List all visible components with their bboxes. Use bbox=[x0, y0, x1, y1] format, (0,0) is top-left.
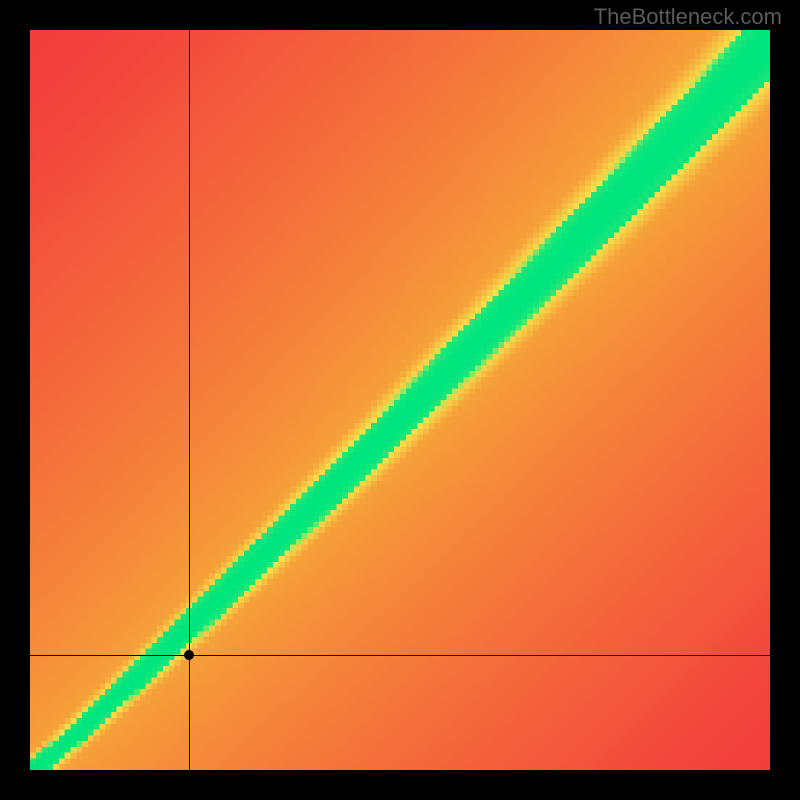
bottleneck-heatmap bbox=[30, 30, 770, 770]
crosshair-horizontal bbox=[30, 655, 770, 656]
heatmap-canvas bbox=[30, 30, 770, 770]
data-point-marker bbox=[184, 650, 194, 660]
watermark-text: TheBottleneck.com bbox=[594, 4, 782, 30]
